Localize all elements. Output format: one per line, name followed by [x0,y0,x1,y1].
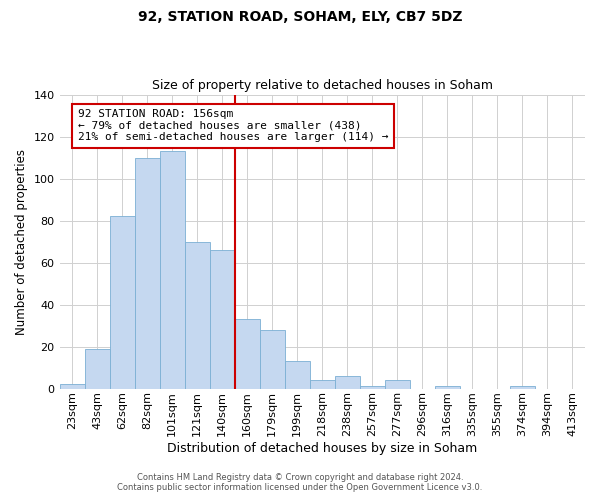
Text: 92 STATION ROAD: 156sqm
← 79% of detached houses are smaller (438)
21% of semi-d: 92 STATION ROAD: 156sqm ← 79% of detache… [77,110,388,142]
Bar [209,250,235,388]
Bar [110,216,134,388]
Bar [285,361,310,388]
Bar [360,386,385,388]
Title: Size of property relative to detached houses in Soham: Size of property relative to detached ho… [152,79,493,92]
X-axis label: Distribution of detached houses by size in Soham: Distribution of detached houses by size … [167,442,478,455]
Y-axis label: Number of detached properties: Number of detached properties [15,148,28,334]
Bar [160,152,185,388]
Bar [510,386,535,388]
Bar [185,242,209,388]
Bar [335,376,360,388]
Bar [134,158,160,388]
Bar [260,330,285,388]
Bar [235,319,260,388]
Bar [435,386,460,388]
Bar [385,380,410,388]
Text: Contains HM Land Registry data © Crown copyright and database right 2024.
Contai: Contains HM Land Registry data © Crown c… [118,473,482,492]
Text: 92, STATION ROAD, SOHAM, ELY, CB7 5DZ: 92, STATION ROAD, SOHAM, ELY, CB7 5DZ [138,10,462,24]
Bar [85,348,110,389]
Bar [59,384,85,388]
Bar [310,380,335,388]
